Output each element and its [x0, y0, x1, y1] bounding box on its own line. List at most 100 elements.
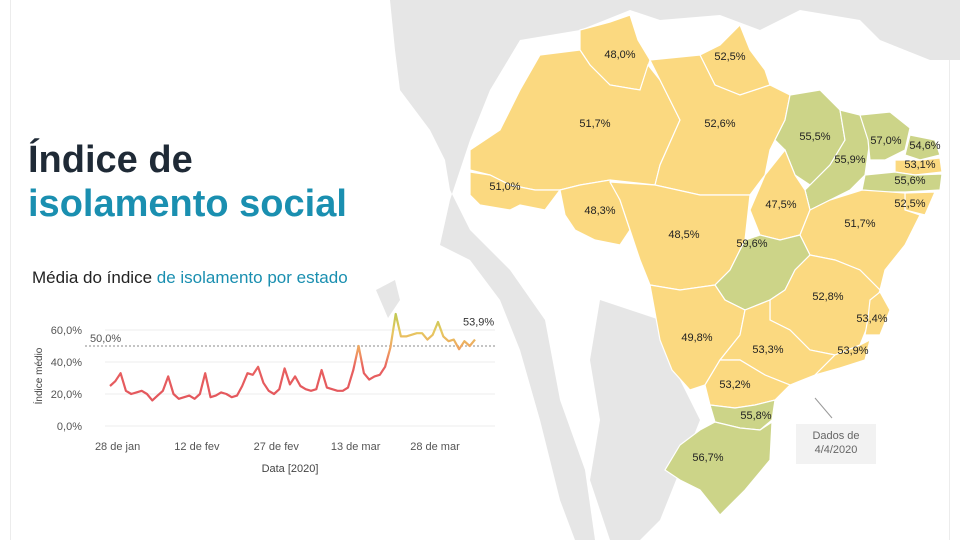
- state-value-label-ba: 51,7%: [844, 218, 875, 230]
- data-point[interactable]: [299, 385, 301, 387]
- data-point[interactable]: [320, 369, 322, 371]
- note-line-2: 4/4/2020: [814, 444, 858, 456]
- state-rs[interactable]: [664, 420, 773, 516]
- data-point[interactable]: [469, 345, 471, 347]
- data-point[interactable]: [373, 375, 375, 377]
- data-point[interactable]: [109, 385, 111, 387]
- data-point[interactable]: [151, 399, 153, 401]
- data-point[interactable]: [315, 388, 317, 390]
- data-point[interactable]: [379, 374, 381, 376]
- state-value-label-pe: 55,6%: [894, 175, 925, 187]
- dashboard-frame: [10, 0, 950, 540]
- data-point[interactable]: [188, 394, 190, 396]
- data-point[interactable]: [230, 396, 232, 398]
- data-point[interactable]: [352, 369, 354, 371]
- data-point[interactable]: [453, 338, 455, 340]
- state-am[interactable]: [469, 49, 681, 191]
- data-point[interactable]: [421, 332, 423, 334]
- data-point[interactable]: [389, 346, 391, 348]
- data-point[interactable]: [289, 383, 291, 385]
- data-point[interactable]: [384, 366, 386, 368]
- title-line-1: Índice de: [28, 139, 193, 181]
- data-point[interactable]: [273, 393, 275, 395]
- data-point[interactable]: [172, 393, 174, 395]
- data-point[interactable]: [193, 398, 195, 400]
- state-rj[interactable]: [812, 338, 871, 377]
- state-value-label-rn: 54,6%: [909, 140, 940, 152]
- data-point[interactable]: [199, 393, 201, 395]
- data-point[interactable]: [426, 338, 428, 340]
- data-point[interactable]: [342, 390, 344, 392]
- data-point[interactable]: [363, 372, 365, 374]
- land-background: [390, 0, 960, 540]
- state-value-label-am: 51,7%: [579, 118, 610, 130]
- state-value-label-rr: 48,0%: [604, 49, 635, 61]
- state-value-label-rj: 53,9%: [837, 345, 868, 357]
- state-value-label-pa: 52,6%: [704, 118, 735, 130]
- data-point[interactable]: [241, 385, 243, 387]
- x-tick-label: 13 de mar: [331, 441, 381, 453]
- data-point[interactable]: [474, 338, 476, 340]
- data-point[interactable]: [135, 391, 137, 393]
- data-point[interactable]: [246, 372, 248, 374]
- state-value-label-go: 59,6%: [736, 238, 767, 250]
- data-point[interactable]: [463, 340, 465, 342]
- data-point[interactable]: [225, 393, 227, 395]
- data-point[interactable]: [267, 390, 269, 392]
- data-point[interactable]: [431, 334, 433, 336]
- data-point[interactable]: [183, 396, 185, 398]
- state-pa[interactable]: [649, 54, 791, 196]
- data-point[interactable]: [347, 386, 349, 388]
- data-point[interactable]: [130, 393, 132, 395]
- reference-line-label: 50,0%: [90, 333, 121, 345]
- data-point[interactable]: [294, 375, 296, 377]
- data-point[interactable]: [125, 390, 127, 392]
- data-point[interactable]: [204, 372, 206, 374]
- y-tick-label: 0,0%: [57, 421, 82, 433]
- data-point[interactable]: [405, 335, 407, 337]
- state-es[interactable]: [864, 291, 891, 336]
- state-ac[interactable]: [469, 171, 562, 211]
- data-point[interactable]: [326, 386, 328, 388]
- data-point[interactable]: [336, 390, 338, 392]
- data-point[interactable]: [310, 390, 312, 392]
- data-point[interactable]: [331, 388, 333, 390]
- data-point[interactable]: [458, 348, 460, 350]
- x-tick-label: 12 de fev: [174, 441, 220, 453]
- data-point[interactable]: [146, 393, 148, 395]
- data-point[interactable]: [305, 388, 307, 390]
- data-point[interactable]: [257, 366, 259, 368]
- data-point[interactable]: [416, 332, 418, 334]
- x-tick-label: 27 de fev: [254, 441, 300, 453]
- data-point[interactable]: [236, 394, 238, 396]
- data-point[interactable]: [368, 378, 370, 380]
- data-point[interactable]: [442, 335, 444, 337]
- data-point[interactable]: [119, 372, 121, 374]
- data-point[interactable]: [400, 335, 402, 337]
- data-point[interactable]: [357, 345, 359, 347]
- data-point[interactable]: [167, 375, 169, 377]
- state-value-label-pb: 53,1%: [904, 159, 935, 171]
- data-point[interactable]: [278, 388, 280, 390]
- data-point[interactable]: [156, 394, 158, 396]
- y-tick-label: 20,0%: [51, 389, 82, 401]
- data-point[interactable]: [252, 374, 254, 376]
- state-ce[interactable]: [859, 111, 911, 161]
- data-point[interactable]: [262, 382, 264, 384]
- state-rn[interactable]: [904, 134, 941, 161]
- data-point[interactable]: [437, 321, 439, 323]
- y-axis-label: Índice médio: [32, 347, 45, 404]
- x-axis-label: Data [2020]: [262, 463, 319, 475]
- data-point[interactable]: [215, 394, 217, 396]
- data-point[interactable]: [283, 367, 285, 369]
- data-point[interactable]: [178, 398, 180, 400]
- data-point[interactable]: [162, 390, 164, 392]
- data-point[interactable]: [410, 334, 412, 336]
- data-point[interactable]: [220, 391, 222, 393]
- data-point[interactable]: [394, 313, 396, 315]
- data-point[interactable]: [447, 340, 449, 342]
- data-point[interactable]: [141, 390, 143, 392]
- data-point[interactable]: [209, 396, 211, 398]
- state-ro[interactable]: [559, 179, 631, 246]
- data-point[interactable]: [114, 380, 116, 382]
